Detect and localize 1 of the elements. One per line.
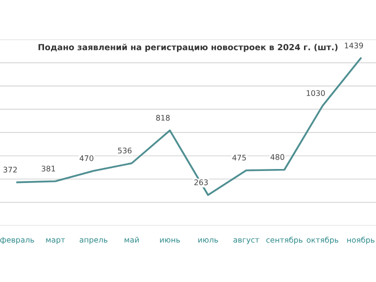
- text: Подано заявлений на регистрацию новостроек в 2024 г. (шт.): [38, 44, 338, 52]
